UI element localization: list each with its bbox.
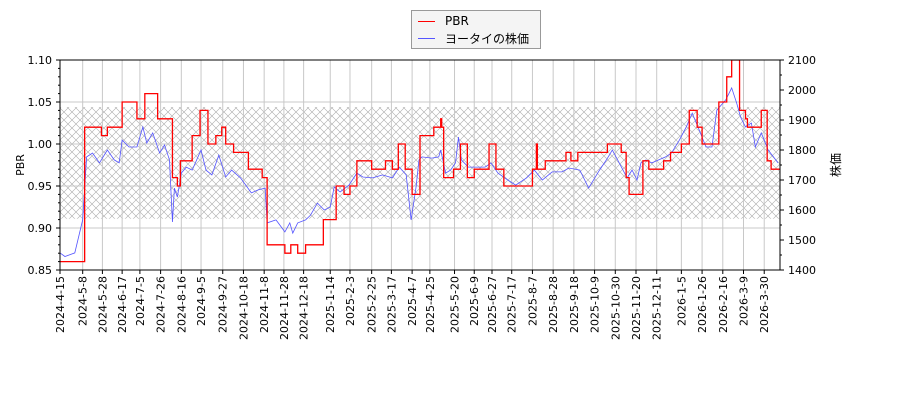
left-y-tick-label: 1.00 <box>28 138 53 151</box>
left-y-tick-label: 0.85 <box>28 264 53 277</box>
x-tick-label: 2025-2-3 <box>344 276 357 326</box>
right-y-tick-label: 2100 <box>788 54 816 67</box>
right-y-tick-label: 1500 <box>788 234 816 247</box>
legend: PBR ヨータイの株価 <box>411 10 541 49</box>
legend-label-pbr: PBR <box>445 14 469 28</box>
x-tick-label: 2025-3-17 <box>385 276 398 333</box>
pbr-series-line <box>60 60 780 263</box>
x-tick-label: 2025-11-20 <box>630 276 643 340</box>
x-tick-label: 2025-5-20 <box>449 276 462 333</box>
x-tick-label: 2025-12-11 <box>651 276 664 340</box>
x-tick-label: 2025-8-28 <box>547 276 560 333</box>
x-tick-label: 2024-10-18 <box>237 276 250 340</box>
right-y-tick-label: 1800 <box>788 144 816 157</box>
right-y-tick-label: 1600 <box>788 204 816 217</box>
x-tick-label: 2024-9-27 <box>217 276 230 333</box>
x-tick-label: 2024-9-5 <box>195 276 208 326</box>
x-tick-label: 2024-8-16 <box>175 276 188 333</box>
x-tick-label: 2025-4-7 <box>406 276 419 326</box>
x-tick-label: 2025-9-18 <box>568 276 581 333</box>
x-tick-label: 2024-5-8 <box>77 276 90 326</box>
x-tick-label: 2025-6-9 <box>468 276 481 326</box>
left-axis-label: PBR <box>14 154 27 176</box>
x-tick-label: 2024-6-17 <box>116 276 129 333</box>
x-tick-label: 2024-5-28 <box>96 276 109 333</box>
right-y-tick-label: 1400 <box>788 264 816 277</box>
x-tick-label: 2024-11-8 <box>258 276 271 333</box>
x-tick-label: 2026-1-5 <box>675 276 688 326</box>
x-tick-label: 2025-1-14 <box>324 276 337 333</box>
legend-swatch-price <box>418 37 435 39</box>
legend-swatch-pbr <box>418 20 435 22</box>
legend-label-price: ヨータイの株価 <box>445 31 530 46</box>
x-tick-label: 2025-6-27 <box>486 276 499 333</box>
right-y-tick-label: 1900 <box>788 114 816 127</box>
x-tick-label: 2025-10-30 <box>609 276 622 340</box>
x-tick-label: 2026-2-16 <box>717 276 730 333</box>
left-y-tick-label: 1.05 <box>28 96 53 109</box>
left-y-tick-label: 0.95 <box>28 180 53 193</box>
right-y-tick-label: 2000 <box>788 84 816 97</box>
x-tick-label: 2025-8-7 <box>526 276 539 326</box>
x-tick-label: 2026-1-26 <box>696 276 709 333</box>
x-tick-label: 2024-4-15 <box>54 276 67 333</box>
x-tick-label: 2025-2-25 <box>366 276 379 333</box>
x-tick-label: 2024-11-28 <box>278 276 291 340</box>
x-tick-label: 2026-3-30 <box>758 276 771 333</box>
x-tick-label: 2026-3-9 <box>738 276 751 326</box>
x-tick-label: 2024-12-18 <box>298 276 311 340</box>
x-tick-label: 2025-10-9 <box>589 276 602 333</box>
left-y-tick-label: 0.90 <box>28 222 53 235</box>
x-tick-label: 2024-7-5 <box>134 276 147 326</box>
x-tick-label: 2025-7-17 <box>506 276 519 333</box>
legend-item-price: ヨータイの株価 <box>418 30 529 46</box>
x-tick-label: 2024-7-26 <box>155 276 168 333</box>
right-y-tick-label: 1700 <box>788 174 816 187</box>
price-series-line <box>60 86 779 257</box>
legend-item-pbr: PBR <box>418 13 469 29</box>
right-axis-label: 株価 <box>828 153 843 177</box>
left-y-tick-label: 1.10 <box>28 54 53 67</box>
x-tick-label: 2025-4-25 <box>424 276 437 333</box>
